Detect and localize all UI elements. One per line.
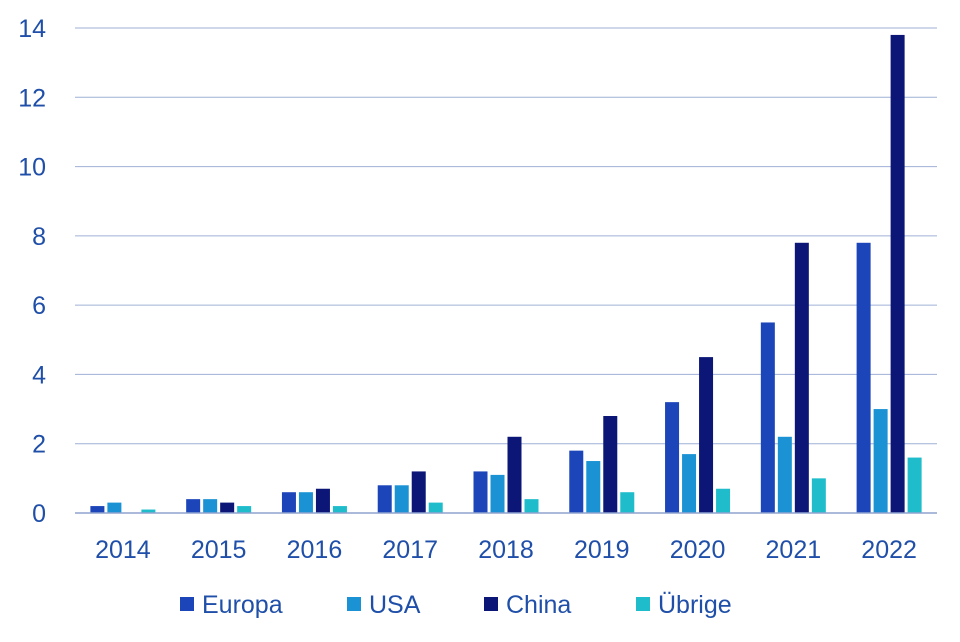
y-tick-label: 14 xyxy=(18,15,46,43)
bar-europa-2022 xyxy=(856,242,871,514)
bar-china-2015 xyxy=(220,502,235,513)
bar-europa-2019 xyxy=(569,450,584,513)
x-tick-label: 2015 xyxy=(191,536,247,564)
legend-label-europa: Europa xyxy=(202,591,283,619)
legend: Europa USA China Übrige xyxy=(180,591,732,619)
legend-label-china: China xyxy=(506,591,571,619)
x-tick-label: 2022 xyxy=(861,536,917,564)
bar-usa-2019 xyxy=(586,461,601,513)
y-tick-label: 8 xyxy=(32,223,46,251)
bar-europa-2014 xyxy=(90,506,105,513)
y-tick-label: 6 xyxy=(32,292,46,320)
bar-china-2022 xyxy=(890,34,905,514)
legend-label-usa: USA xyxy=(369,591,421,619)
bar-europa-2020 xyxy=(665,402,680,513)
y-tick-label: 12 xyxy=(18,84,46,112)
x-tick-label: 2014 xyxy=(95,536,151,564)
bar-usa-2018 xyxy=(490,474,505,513)
legend-swatch-übrige xyxy=(636,597,650,611)
y-tick-label: 4 xyxy=(32,361,46,389)
bar-übrige-2017 xyxy=(428,502,443,513)
legend-swatch-europa xyxy=(180,597,194,611)
bar-übrige-2016 xyxy=(332,506,347,513)
y-tick-label: 0 xyxy=(32,500,46,528)
x-tick-label: 2017 xyxy=(382,536,438,564)
legend-label-übrige: Übrige xyxy=(658,591,732,619)
bar-usa-2022 xyxy=(873,409,888,513)
bar-usa-2021 xyxy=(777,436,792,513)
bar-china-2020 xyxy=(699,357,714,513)
bar-usa-2014 xyxy=(107,502,122,513)
legend-swatch-china xyxy=(484,597,498,611)
x-axis-ticks: 2014 2015 2016 2017 2018 2019 2020 2021 2022 xyxy=(95,536,917,564)
x-tick-label: 2020 xyxy=(670,536,726,564)
y-tick-label: 10 xyxy=(18,154,46,182)
gridlines xyxy=(75,27,937,445)
bar-usa-2015 xyxy=(203,499,218,513)
bar-usa-2020 xyxy=(682,454,697,513)
bar-übrige-2021 xyxy=(811,478,826,513)
bar-europa-2016 xyxy=(281,492,296,513)
bars xyxy=(90,34,922,514)
x-tick-label: 2019 xyxy=(574,536,630,564)
bar-europa-2017 xyxy=(377,485,392,513)
x-tick-label: 2021 xyxy=(766,536,822,564)
bar-china-2021 xyxy=(794,242,809,514)
bar-übrige-2018 xyxy=(524,499,539,513)
x-tick-label: 2018 xyxy=(478,536,534,564)
bar-usa-2016 xyxy=(298,492,313,513)
bar-europa-2018 xyxy=(473,471,488,513)
bar-europa-2021 xyxy=(760,322,775,513)
x-tick-label: 2016 xyxy=(287,536,343,564)
bar-übrige-2022 xyxy=(907,457,922,513)
y-tick-label: 2 xyxy=(32,431,46,459)
bar-china-2019 xyxy=(603,416,618,513)
bar-übrige-2019 xyxy=(620,492,635,513)
y-axis-ticks: 0 2 4 6 8 10 12 14 xyxy=(18,15,46,528)
bar-übrige-2014 xyxy=(141,509,156,513)
bar-china-2016 xyxy=(315,488,330,513)
bar-europa-2015 xyxy=(186,499,201,513)
bar-übrige-2020 xyxy=(716,488,731,513)
legend-swatch-usa xyxy=(347,597,361,611)
bar-china-2017 xyxy=(411,471,426,513)
bar-übrige-2015 xyxy=(237,506,252,513)
bar-usa-2017 xyxy=(394,485,409,513)
bar-china-2018 xyxy=(507,436,522,513)
